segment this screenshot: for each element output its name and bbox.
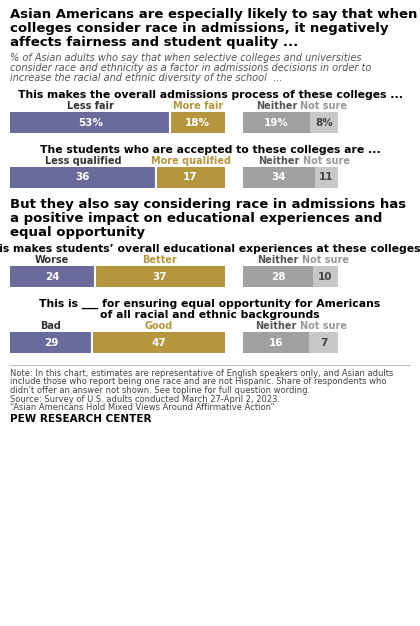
Text: include those who report being one race and are not Hispanic. Share of responden: include those who report being one race … [10,377,386,386]
Text: 11: 11 [319,173,333,183]
Text: 7: 7 [320,337,327,347]
Bar [309,332,338,353]
Text: 36: 36 [76,173,90,183]
Text: But they also say considering race in admissions has: But they also say considering race in ad… [10,198,406,211]
Text: More fair: More fair [173,101,223,111]
Text: affects fairness and student quality ...: affects fairness and student quality ... [10,36,298,49]
Text: 47: 47 [151,337,166,347]
Bar [315,167,338,188]
Text: 10: 10 [318,272,333,282]
Text: Good: Good [144,321,173,331]
Text: Source: Survey of U.S. adults conducted March 27-April 2, 2023.: Source: Survey of U.S. adults conducted … [10,394,280,404]
Text: Not sure: Not sure [300,101,347,111]
Bar [94,266,225,287]
Text: Bad: Bad [41,321,61,331]
Text: Worse: Worse [35,255,69,265]
Bar [156,167,225,188]
Text: consider race and ethnicity as a factor in admissions decisions in order to: consider race and ethnicity as a factor … [10,63,371,73]
Bar [243,167,315,188]
Bar [243,332,309,353]
Text: Neither: Neither [258,156,299,166]
Text: Better: Better [142,255,177,265]
Text: The students who are accepted to these colleges are ...: The students who are accepted to these c… [39,145,381,155]
Text: increase the racial and ethnic diversity of the school  ...: increase the racial and ethnic diversity… [10,73,283,83]
Text: 19%: 19% [264,118,289,128]
Bar [10,332,92,353]
Bar [243,266,313,287]
Bar [171,112,225,133]
Bar [10,266,94,287]
Text: 28: 28 [271,272,285,282]
Text: Less qualified: Less qualified [45,156,121,166]
Text: This makes students’ overall educational experiences at these colleges ...: This makes students’ overall educational… [0,244,420,254]
Text: 34: 34 [272,173,286,183]
Text: Neither: Neither [255,321,297,331]
Text: Asian Americans are especially likely to say that when: Asian Americans are especially likely to… [10,8,417,21]
Text: Note: In this chart, estimates are representative of English speakers only, and : Note: In this chart, estimates are repre… [10,369,394,378]
Text: Less fair: Less fair [67,101,114,111]
Text: Not sure: Not sure [303,156,350,166]
Text: 17: 17 [183,173,198,183]
Bar [92,332,225,353]
Text: This is ___ for ensuring equal opportunity for Americans: This is ___ for ensuring equal opportuni… [39,299,381,309]
Text: of all racial and ethnic backgrounds: of all racial and ethnic backgrounds [100,310,320,320]
Text: More qualified: More qualified [150,156,231,166]
Text: PEW RESEARCH CENTER: PEW RESEARCH CENTER [10,414,152,424]
Text: 53%: 53% [78,118,103,128]
Text: 18%: 18% [185,118,210,128]
Text: 16: 16 [269,337,284,347]
Text: 37: 37 [152,272,167,282]
Text: didn’t offer an answer not shown. See topline for full question wording.: didn’t offer an answer not shown. See to… [10,386,310,395]
Text: 29: 29 [44,337,58,347]
Text: Neither: Neither [256,101,297,111]
Bar [313,266,338,287]
Text: Neither: Neither [257,255,299,265]
Bar [243,112,310,133]
Text: % of Asian adults who say that when selective colleges and universities: % of Asian adults who say that when sele… [10,53,362,63]
Text: Not sure: Not sure [300,321,347,331]
Bar [310,112,338,133]
Text: colleges consider race in admissions, it negatively: colleges consider race in admissions, it… [10,22,388,35]
Text: 8%: 8% [315,118,333,128]
Text: 24: 24 [45,272,60,282]
Text: equal opportunity: equal opportunity [10,226,145,239]
Bar [10,112,171,133]
Text: a positive impact on educational experiences and: a positive impact on educational experie… [10,212,382,225]
Bar [10,167,156,188]
Text: This makes the overall admissions process of these colleges ...: This makes the overall admissions proces… [18,90,402,100]
Text: Not sure: Not sure [302,255,349,265]
Text: “Asian Americans Hold Mixed Views Around Affirmative Action”: “Asian Americans Hold Mixed Views Around… [10,403,275,412]
